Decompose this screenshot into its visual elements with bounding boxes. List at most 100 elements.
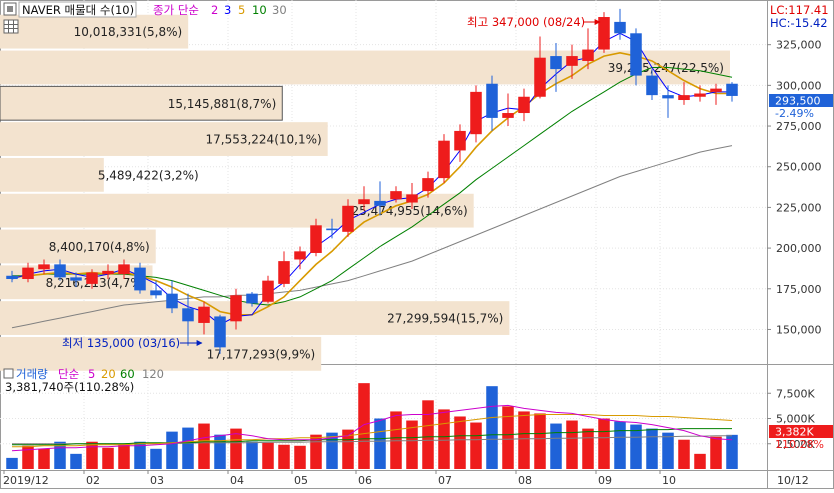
x-tick-label: 09 [598, 474, 612, 487]
candle-body [310, 225, 322, 253]
high-annotation: 최고 347,000 (08/24) [467, 15, 585, 29]
volume-y-axis: 7,500K 5,000K 2,500K [767, 387, 815, 451]
candle [22, 262, 34, 283]
candle [38, 259, 50, 275]
candle [182, 293, 194, 346]
volume-bar [294, 445, 306, 469]
volume-bar [470, 422, 482, 469]
candle [454, 124, 466, 162]
volume-bar [214, 434, 226, 469]
grid-toggle-icon[interactable] [3, 19, 19, 34]
x-tick-label: 10 [662, 474, 676, 487]
price-moving-averages [11, 32, 733, 329]
candle-body [198, 306, 210, 323]
candle [246, 292, 258, 307]
volume-bar [374, 418, 386, 469]
candle-body [262, 280, 274, 302]
price-tick-label: 275,000 [776, 120, 822, 133]
candle-body [326, 228, 338, 231]
volume-bar [486, 386, 498, 469]
candle-body [630, 33, 642, 76]
x-tick-label: 2019/12 [3, 474, 49, 487]
candle-body [710, 88, 722, 92]
candle-body [150, 290, 162, 296]
candle [630, 28, 642, 86]
volume-bar [246, 441, 258, 469]
volume-bar [70, 453, 82, 469]
volume-bar [134, 441, 146, 469]
settings-square-inner-icon [7, 6, 13, 12]
volume-bar [678, 439, 690, 469]
volume-bar [598, 418, 610, 469]
price-ma30-line [11, 145, 733, 329]
price-tick-label: 250,000 [776, 161, 822, 174]
volume-bar [438, 409, 450, 469]
chart-header: NAVER 매물대 수(10) 종가 단순 2 3 5 10 30 [3, 1, 287, 34]
x-tick-label: 06 [358, 474, 372, 487]
volume-bar [726, 434, 738, 469]
current-volume-tag [769, 425, 833, 438]
volume-bar [582, 428, 594, 469]
x-tick-label: 03 [150, 474, 164, 487]
candle-body [166, 293, 178, 309]
volume-bar [38, 448, 50, 469]
lc-label: LC:117.41 [770, 3, 829, 17]
current-volume: 3,382K [775, 426, 814, 439]
volume-bar [310, 434, 322, 469]
volume-bar [422, 400, 434, 469]
candle-body [438, 140, 450, 179]
volume-bar [518, 411, 530, 469]
candle [550, 43, 562, 92]
volume-bar [166, 431, 178, 469]
candle-body [582, 49, 594, 61]
profile-band [0, 157, 104, 192]
profile-band-label: 5,489,422(3,2%) [98, 168, 199, 182]
x-tick-label: 02 [86, 474, 100, 487]
profile-band-label: 17,553,224(10,1%) [205, 133, 321, 147]
candle-body [550, 56, 562, 70]
candle-body [278, 261, 290, 284]
volume-bar [550, 423, 562, 469]
candle [150, 280, 162, 299]
candle [6, 270, 18, 283]
volume-bar [102, 447, 114, 469]
candle [710, 83, 722, 105]
volume-bar [566, 420, 578, 469]
candle [598, 12, 610, 53]
price-y-axis: 325,000 300,000 275,000 250,000 225,000 200,0… [767, 39, 822, 336]
candle [646, 69, 658, 101]
candle-body [678, 95, 690, 101]
volume-bar [278, 444, 290, 469]
price-tick-label: 200,000 [776, 242, 822, 255]
candle [486, 75, 498, 131]
profile-band-label: 8,400,170(4,8%) [49, 240, 150, 254]
candle-body [118, 264, 130, 275]
volume-ma-60: 60 [120, 367, 135, 381]
chart-title: NAVER 매물대 수(10) [22, 3, 134, 17]
candle [694, 85, 706, 102]
ma-period-5: 5 [238, 3, 245, 17]
ma-period-3: 3 [224, 3, 231, 17]
candle [134, 262, 146, 294]
volume-bar [182, 427, 194, 469]
volume-ma20-line [12, 414, 733, 448]
candle [230, 288, 242, 330]
ma-label: 종가 단순 [153, 3, 199, 17]
candle [566, 44, 578, 79]
candle [310, 218, 322, 257]
candle-body [358, 199, 370, 205]
volume-settings-icon[interactable] [3, 368, 14, 379]
candle [102, 264, 114, 280]
candle-body [518, 96, 530, 114]
price-tick-label: 225,000 [776, 201, 822, 214]
price-tick-label: 175,000 [776, 283, 822, 296]
candle [54, 259, 66, 281]
current-price: 293,500 [775, 95, 821, 108]
profile-band [0, 301, 510, 335]
candle-body [246, 293, 258, 304]
profile-band [0, 229, 156, 264]
volume-bar [6, 457, 18, 469]
candle [422, 171, 434, 198]
title-box[interactable] [18, 1, 137, 18]
